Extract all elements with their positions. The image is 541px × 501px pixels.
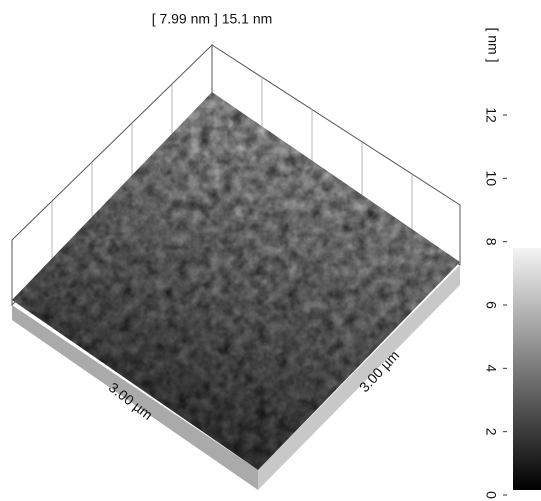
- base-edge: [12, 305, 258, 490]
- walls: [11, 43, 461, 307]
- surface: [12, 92, 460, 470]
- colorbar-tick-label: 10: [483, 171, 499, 187]
- colorbar-tick-label: 4: [483, 364, 499, 372]
- colorbar-tick-label: 12: [483, 107, 499, 123]
- title: [ 7.99 nm ] 15.1 nm: [152, 11, 273, 27]
- colorbar-tick-label: 2: [483, 428, 499, 436]
- colorbar-tick-label: 6: [483, 301, 499, 309]
- colorbar-tick-label: 0: [483, 491, 499, 499]
- colorbar-unit: [ nm ]: [485, 27, 501, 62]
- base-edge: [258, 265, 460, 490]
- colorbar-tick-label: 8: [483, 238, 499, 246]
- colorbar: [513, 248, 541, 490]
